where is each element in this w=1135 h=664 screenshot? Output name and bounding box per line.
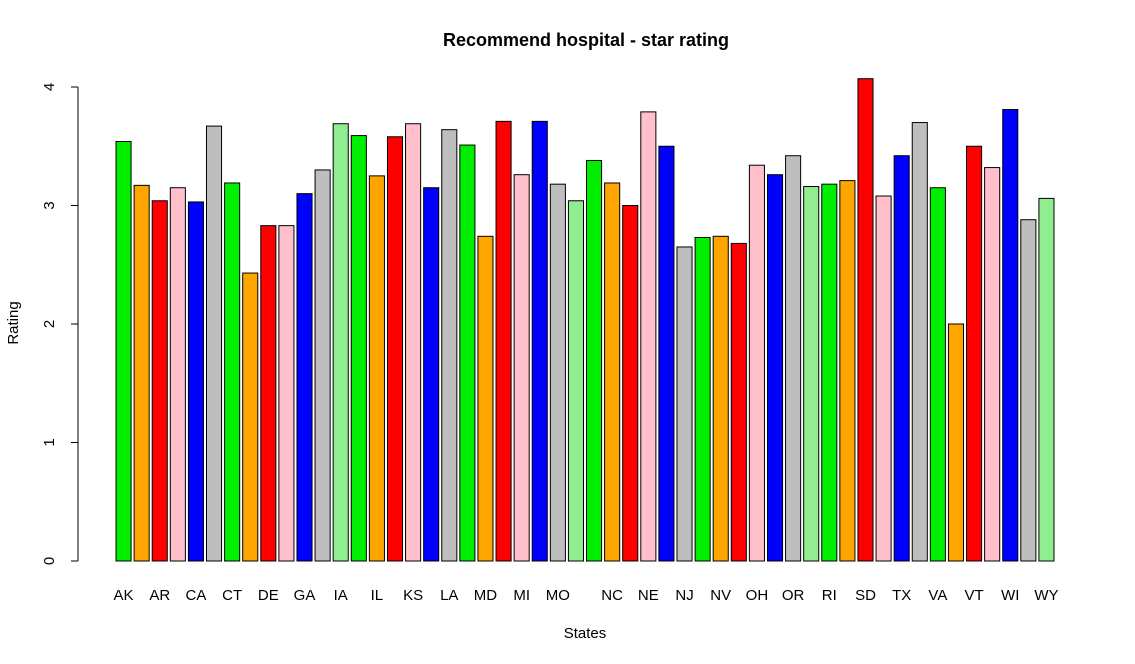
bar [839,180,856,562]
x-tick-label: WI [1001,587,1019,604]
y-axis-label: Rating [5,301,22,344]
bar [622,204,639,562]
x-tick-label: VA [928,587,947,604]
bar [169,187,186,562]
bar [1038,197,1055,562]
chart-title: Recommend hospital - star rating [443,30,729,50]
bar [205,125,223,562]
x-tick-label: AR [149,587,170,604]
x-tick-label: IL [371,587,384,604]
bar [531,120,548,562]
x-tick-label: NV [710,587,731,604]
x-tick-label: AK [114,587,134,604]
bar [187,201,204,562]
bar [766,174,784,562]
x-tick-label: KS [403,587,423,604]
bar [712,235,729,562]
x-tick-label: NC [601,587,623,604]
bar [658,145,675,562]
x-tick-label: IA [334,587,348,604]
bar [676,246,693,562]
bar [857,78,874,562]
bar [477,235,494,562]
x-tick-label: MO [546,587,570,604]
x-tick-label: WY [1034,587,1058,604]
x-tick-label: RI [822,587,837,604]
bar [785,155,802,562]
bar [224,182,241,562]
bar [1002,109,1019,562]
bar [332,123,349,562]
x-tick-label: OH [746,587,769,604]
bar [260,225,277,562]
bar [640,111,657,562]
bar [911,122,928,562]
y-tick-label: 2 [41,320,58,328]
x-tick-label: MD [474,587,497,604]
bar [1020,219,1037,562]
bar [875,195,892,562]
bar [893,155,910,562]
bar [730,242,747,562]
bar [151,200,168,562]
bar [984,167,1001,562]
x-axis-label: States [564,625,607,642]
x-tick-label: NJ [675,587,693,604]
bar [296,193,313,562]
bar [133,184,150,562]
bar [314,169,331,562]
bar [821,183,838,562]
bar [513,174,530,562]
x-tick-label: CA [186,587,207,604]
y-tick-label: 0 [41,557,58,565]
bar [604,182,621,562]
x-tick-label: NE [638,587,659,604]
bar [350,135,367,562]
bar [459,144,476,562]
bar [586,159,603,562]
bar [441,129,458,562]
bar [405,123,422,562]
x-tick-label: DE [258,587,279,604]
x-tick-label: TX [892,587,911,604]
y-tick-label: 1 [41,438,58,446]
bar [242,272,259,562]
bar [423,187,440,562]
y-tick-label: 3 [41,201,58,209]
bar [567,200,584,562]
x-tick-label: VT [964,587,983,604]
bar [495,120,512,562]
y-tick-label: 4 [41,83,58,91]
x-tick-label: SD [855,587,876,604]
x-tick-label: LA [440,587,458,604]
bar [694,236,711,562]
bar [549,183,566,562]
bar [278,225,295,562]
x-tick-label: MI [513,587,530,604]
x-tick-label: OR [782,587,805,604]
bar [368,175,385,562]
bar [115,141,132,562]
bar [386,136,404,562]
bar [966,145,983,562]
x-tick-label: CT [222,587,242,604]
x-tick-label: GA [294,587,316,604]
bar [947,323,965,562]
bar [929,187,946,562]
bar [803,186,820,562]
bar [748,164,765,562]
